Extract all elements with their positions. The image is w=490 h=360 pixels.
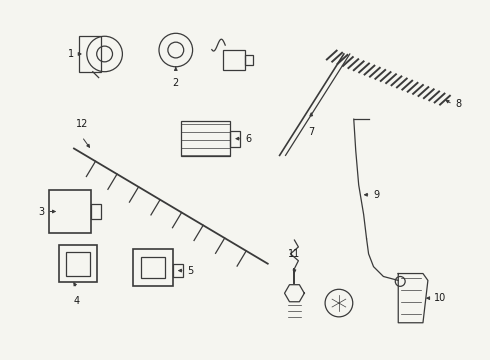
Text: 10: 10: [434, 293, 446, 303]
Bar: [79, 36, 100, 72]
Text: 9: 9: [373, 190, 380, 200]
Bar: [230, 131, 240, 147]
Bar: [245, 55, 253, 65]
Text: 11: 11: [288, 249, 300, 259]
Text: 7: 7: [308, 127, 315, 137]
Bar: [173, 264, 183, 278]
Bar: [59, 245, 97, 282]
Text: 2: 2: [172, 78, 179, 87]
Text: 6: 6: [245, 134, 251, 144]
Bar: [223, 50, 245, 70]
Text: 3: 3: [38, 207, 44, 216]
Text: 5: 5: [188, 266, 194, 276]
Text: 12: 12: [75, 119, 88, 129]
Text: 4: 4: [74, 296, 80, 306]
Bar: [141, 257, 165, 278]
Bar: [91, 204, 100, 219]
Bar: [181, 121, 230, 156]
Bar: [133, 249, 173, 286]
Bar: [49, 190, 91, 233]
Text: 1: 1: [68, 49, 74, 59]
Bar: [66, 252, 90, 275]
Text: 8: 8: [456, 99, 462, 109]
